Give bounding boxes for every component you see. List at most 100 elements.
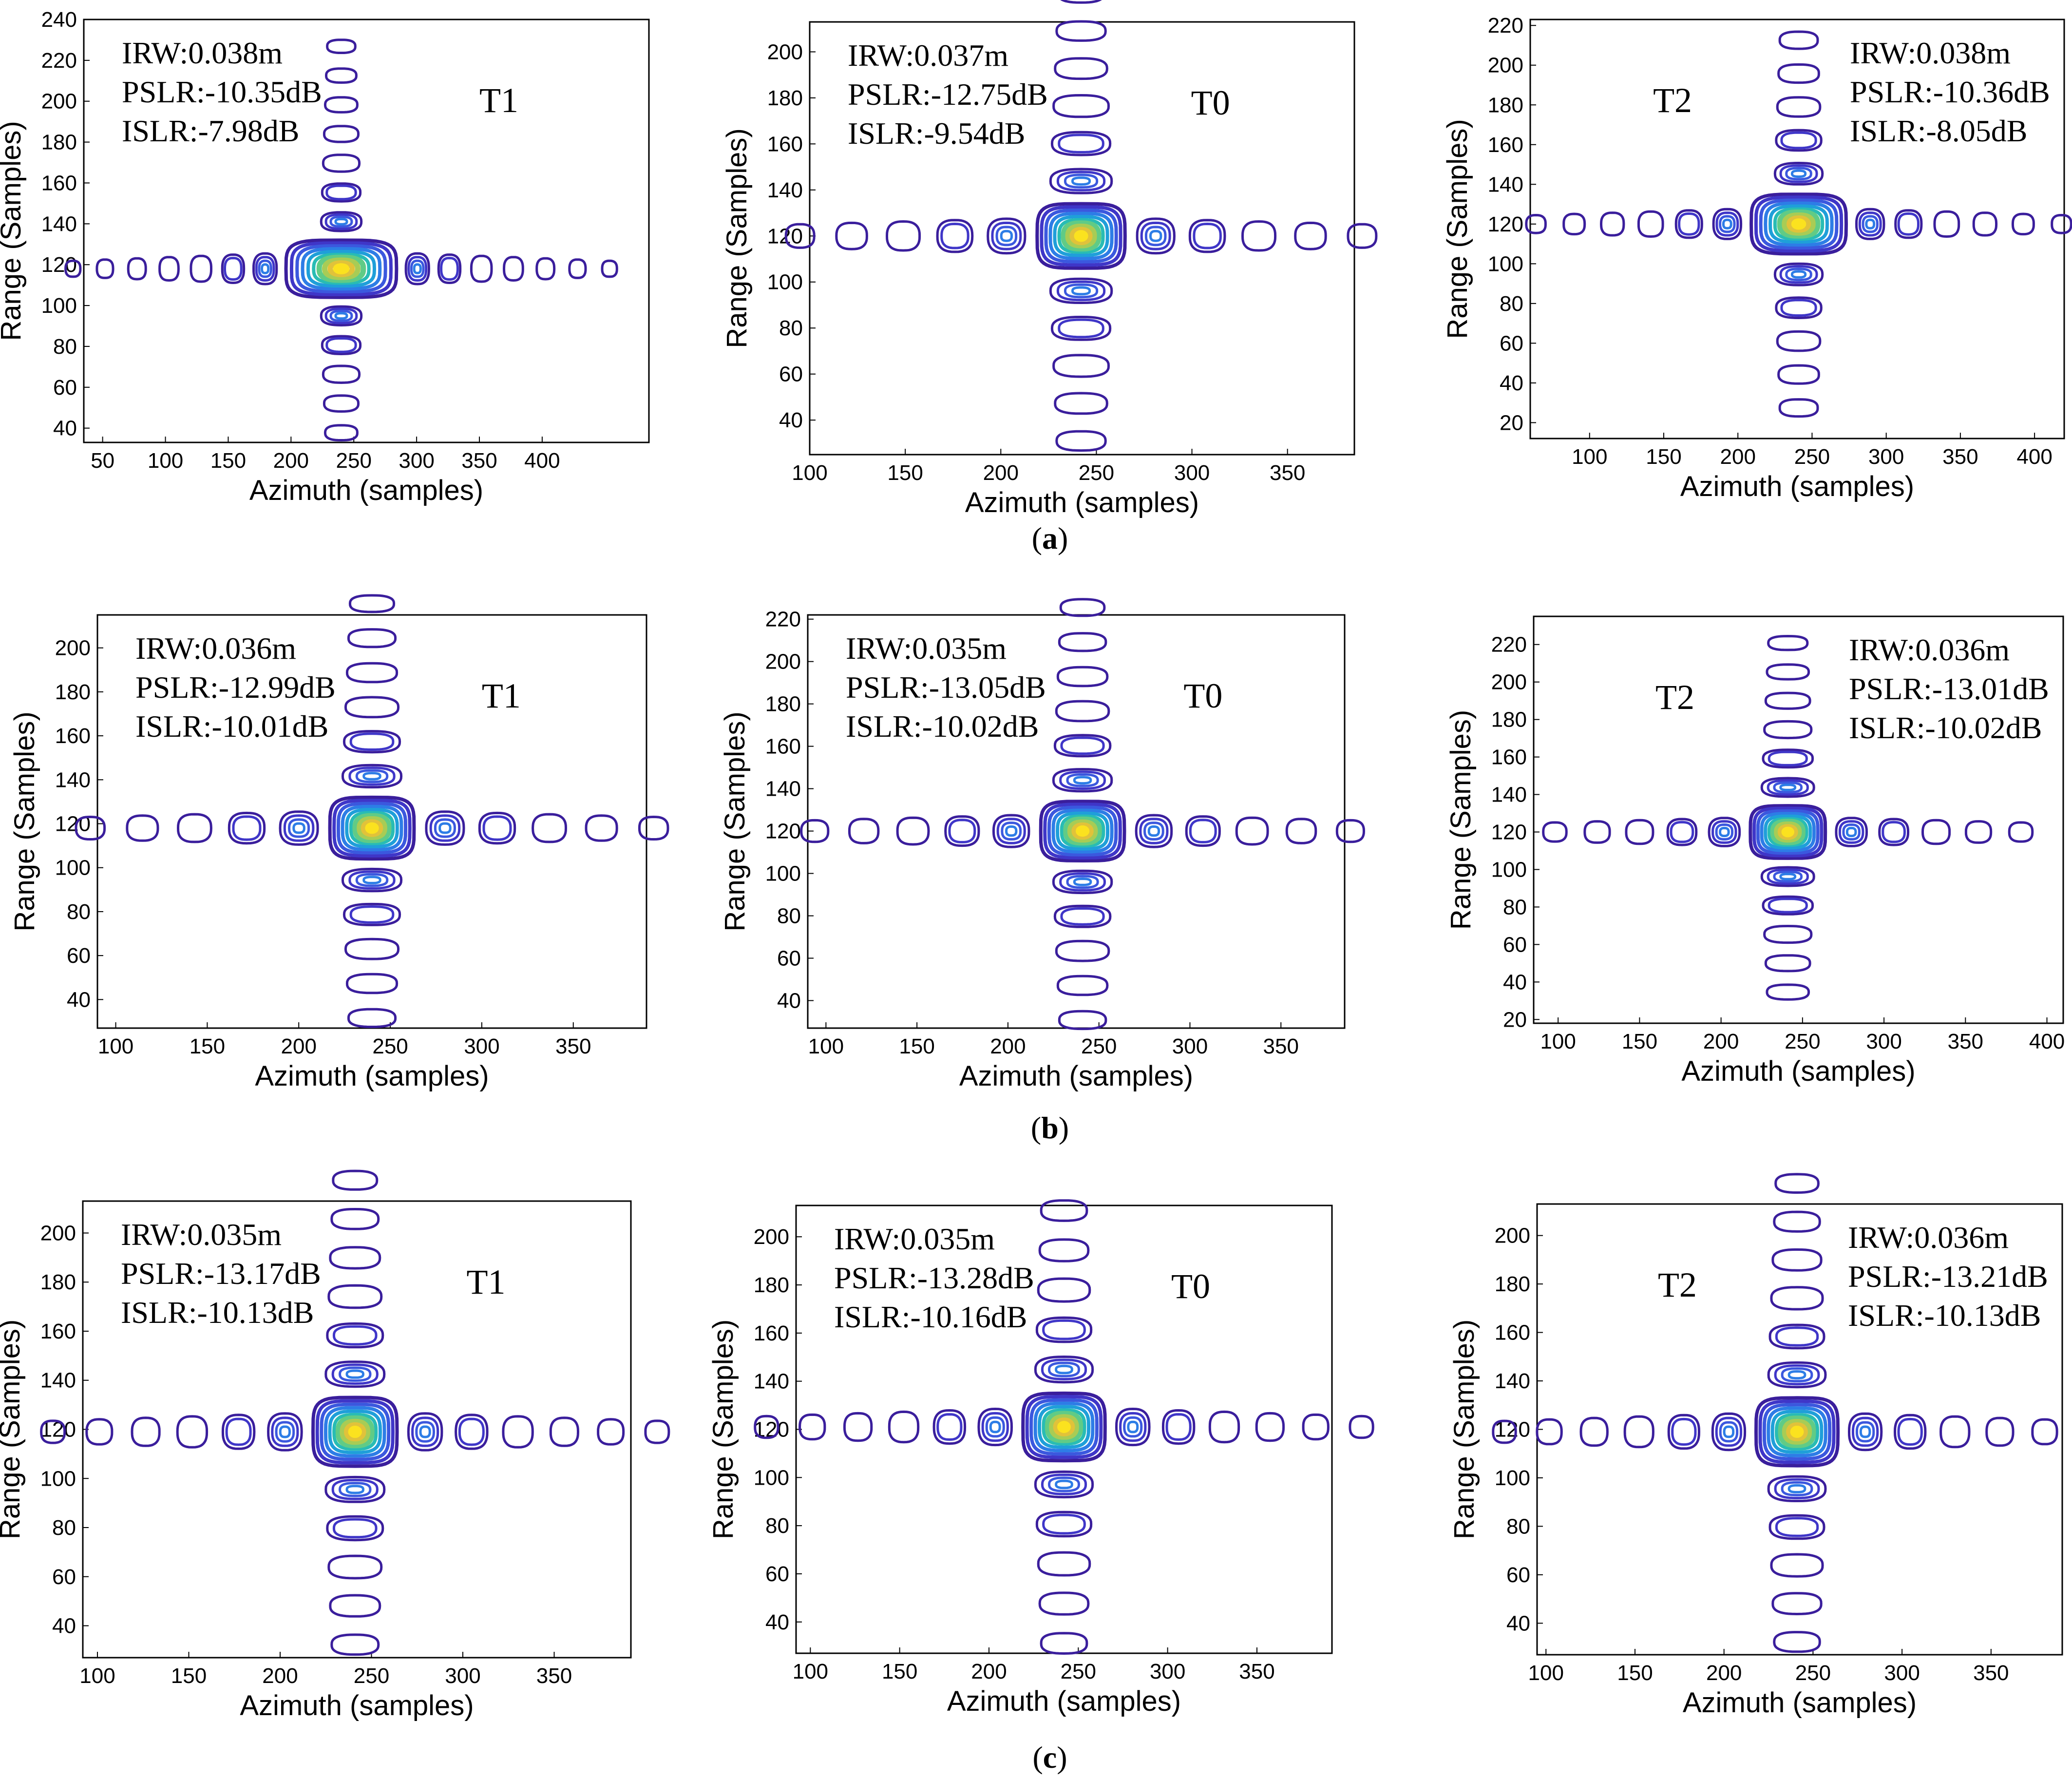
x-tick-label: 350 — [1239, 1660, 1274, 1683]
x-axis-label: Azimuth (samples) — [1683, 1687, 1917, 1719]
range-sidelobe-contour — [330, 1207, 380, 1230]
x-tick-label: 400 — [2029, 1030, 2065, 1053]
azimuth-sidelobe-contour — [1147, 825, 1160, 837]
azimuth-sidelobe-contour — [1897, 1417, 1923, 1446]
azimuth-sidelobe-contour — [1302, 1413, 1330, 1441]
metric-label: ISLR:-10.13dB — [1848, 1298, 2041, 1333]
azimuth-sidelobe-contour — [470, 254, 493, 283]
caption-c: (c) — [1032, 1740, 1067, 1775]
mainlobe-contour — [1033, 1401, 1095, 1453]
range-sidelobe-contour — [1767, 1361, 1827, 1389]
range-sidelobe-contour — [1781, 1481, 1813, 1497]
azimuth-sidelobe-contour — [1972, 211, 1998, 237]
range-sidelobe-contour — [1767, 779, 1809, 796]
azimuth-sidelobe-contour — [989, 1420, 1001, 1434]
mainlobe-contour — [323, 1406, 386, 1458]
range-sidelobe-contour — [1774, 1364, 1820, 1386]
range-sidelobe-contour — [1764, 954, 1811, 973]
y-axis-label: Range (Samples) — [0, 121, 27, 341]
azimuth-sidelobe-contour — [535, 257, 556, 281]
chart-a-T2: 100 150 200 250 300 350 400 20 40 60 80 100 120 140 16… — [1442, 14, 2072, 502]
range-sidelobe-contour — [329, 1246, 381, 1270]
x-tick-label: 150 — [887, 461, 923, 485]
y-tick-label: 160 — [1488, 133, 1523, 157]
x-tick-label: 300 — [445, 1664, 480, 1688]
range-sidelobe-contour — [1035, 1316, 1093, 1343]
metric-label: IRW:0.038m — [122, 36, 283, 70]
mainlobe-peak — [1793, 219, 1805, 229]
y-tick-label: 160 — [40, 1319, 76, 1343]
x-tick-label: 300 — [1884, 1661, 1920, 1685]
chart-a-T0: 100 150 200 250 300 3504060801001201401601802… — [721, 0, 1378, 518]
metric-label: PSLR:-10.36dB — [1850, 75, 2050, 109]
x-axis-label: Azimuth (samples) — [959, 1060, 1193, 1092]
y-axis-label: Range (Samples) — [1448, 1319, 1480, 1539]
azimuth-sidelobe-contour — [415, 1421, 436, 1443]
plot-frame — [1533, 615, 2064, 1024]
y-tick-label: 140 — [40, 1369, 76, 1393]
chart-c-T0: 100 150 200 250 300 3504060801001201401601802… — [707, 1199, 1374, 1717]
range-sidelobe-contour — [324, 1475, 386, 1503]
y-axis-label: Range (Samples) — [1442, 119, 1473, 339]
azimuth-sidelobe-contour — [232, 815, 262, 841]
metric-label: IRW:0.035m — [834, 1222, 995, 1256]
azimuth-sidelobe-contour — [411, 1416, 439, 1447]
azimuth-sidelobe-contour — [1185, 815, 1221, 847]
azimuth-sidelobe-contour — [800, 819, 830, 843]
range-sidelobe-contour — [1060, 0, 1102, 4]
azimuth-sidelobe-contour — [1285, 818, 1317, 844]
azimuth-sidelobe-contour — [1165, 1413, 1192, 1441]
range-sidelobe-contour — [334, 217, 348, 226]
x-axis-label: Azimuth (samples) — [947, 1685, 1181, 1717]
y-axis-label: Range (Samples) — [0, 1319, 26, 1539]
range-sidelobe-contour — [1790, 270, 1807, 279]
range-sidelobe-contour — [323, 424, 359, 442]
metric-label: PSLR:-10.35dB — [122, 75, 322, 109]
azimuth-sidelobe-contour — [279, 810, 319, 846]
azimuth-sidelobe-contour — [1579, 1416, 1609, 1447]
mainlobe-contour — [332, 1413, 378, 1451]
range-sidelobe-contour — [1071, 286, 1091, 296]
x-tick-label: 150 — [210, 449, 246, 473]
x-tick-label: 350 — [461, 449, 497, 473]
mainlobe-contour — [1045, 1411, 1084, 1443]
azimuth-sidelobe-contour — [407, 256, 428, 282]
y-tick-label: 60 — [777, 946, 801, 970]
plot-frame — [96, 614, 647, 1029]
azimuth-sidelobe-contour — [1865, 218, 1876, 229]
azimuth-sidelobe-contour — [1000, 229, 1013, 242]
azimuth-sidelobe-contour — [936, 1413, 963, 1441]
range-sidelobe-contour — [1058, 632, 1107, 652]
range-sidelobe-contour — [1064, 173, 1099, 189]
azimuth-sidelobe-contour — [419, 1425, 431, 1438]
range-sidelobe-contour — [1050, 131, 1112, 156]
azimuth-sidelobe-contour — [1139, 818, 1169, 844]
range-sidelobe-contour — [1785, 268, 1812, 282]
azimuth-sidelobe-contour — [644, 1419, 670, 1444]
metric-label: ISLR:-10.02dB — [846, 709, 1039, 744]
azimuth-sidelobe-contour — [1637, 210, 1664, 238]
x-tick-label: 100 — [808, 1034, 844, 1058]
x-tick-label: 250 — [1061, 1660, 1096, 1683]
azimuth-sidelobe-contour — [95, 258, 114, 279]
range-sidelobe-contour — [342, 730, 401, 754]
x-tick-label: 300 — [464, 1034, 499, 1058]
y-tick-label: 100 — [1488, 252, 1523, 276]
range-sidelobe-contour — [1042, 1513, 1086, 1535]
contour-group — [1492, 1173, 2058, 1653]
range-sidelobe-contour — [1058, 1010, 1107, 1031]
azimuth-sidelobe-contour — [221, 1414, 256, 1450]
mainlobe-contour — [1774, 1413, 1820, 1451]
range-sidelobe-contour — [1776, 96, 1822, 118]
mainlobe-peak — [1059, 1421, 1069, 1433]
range-sidelobe-contour — [1773, 781, 1803, 794]
target-label: T0 — [1191, 83, 1230, 122]
y-tick-label: 200 — [767, 40, 803, 64]
range-sidelobe-contour — [1054, 57, 1108, 80]
range-sidelobe-contour — [1762, 748, 1814, 769]
y-tick-label: 140 — [1488, 172, 1523, 196]
azimuth-sidelobe-contour — [1921, 819, 1951, 845]
range-sidelobe-contour — [327, 1284, 383, 1309]
range-sidelobe-contour — [1040, 1632, 1088, 1655]
range-sidelobe-contour — [331, 1478, 379, 1500]
